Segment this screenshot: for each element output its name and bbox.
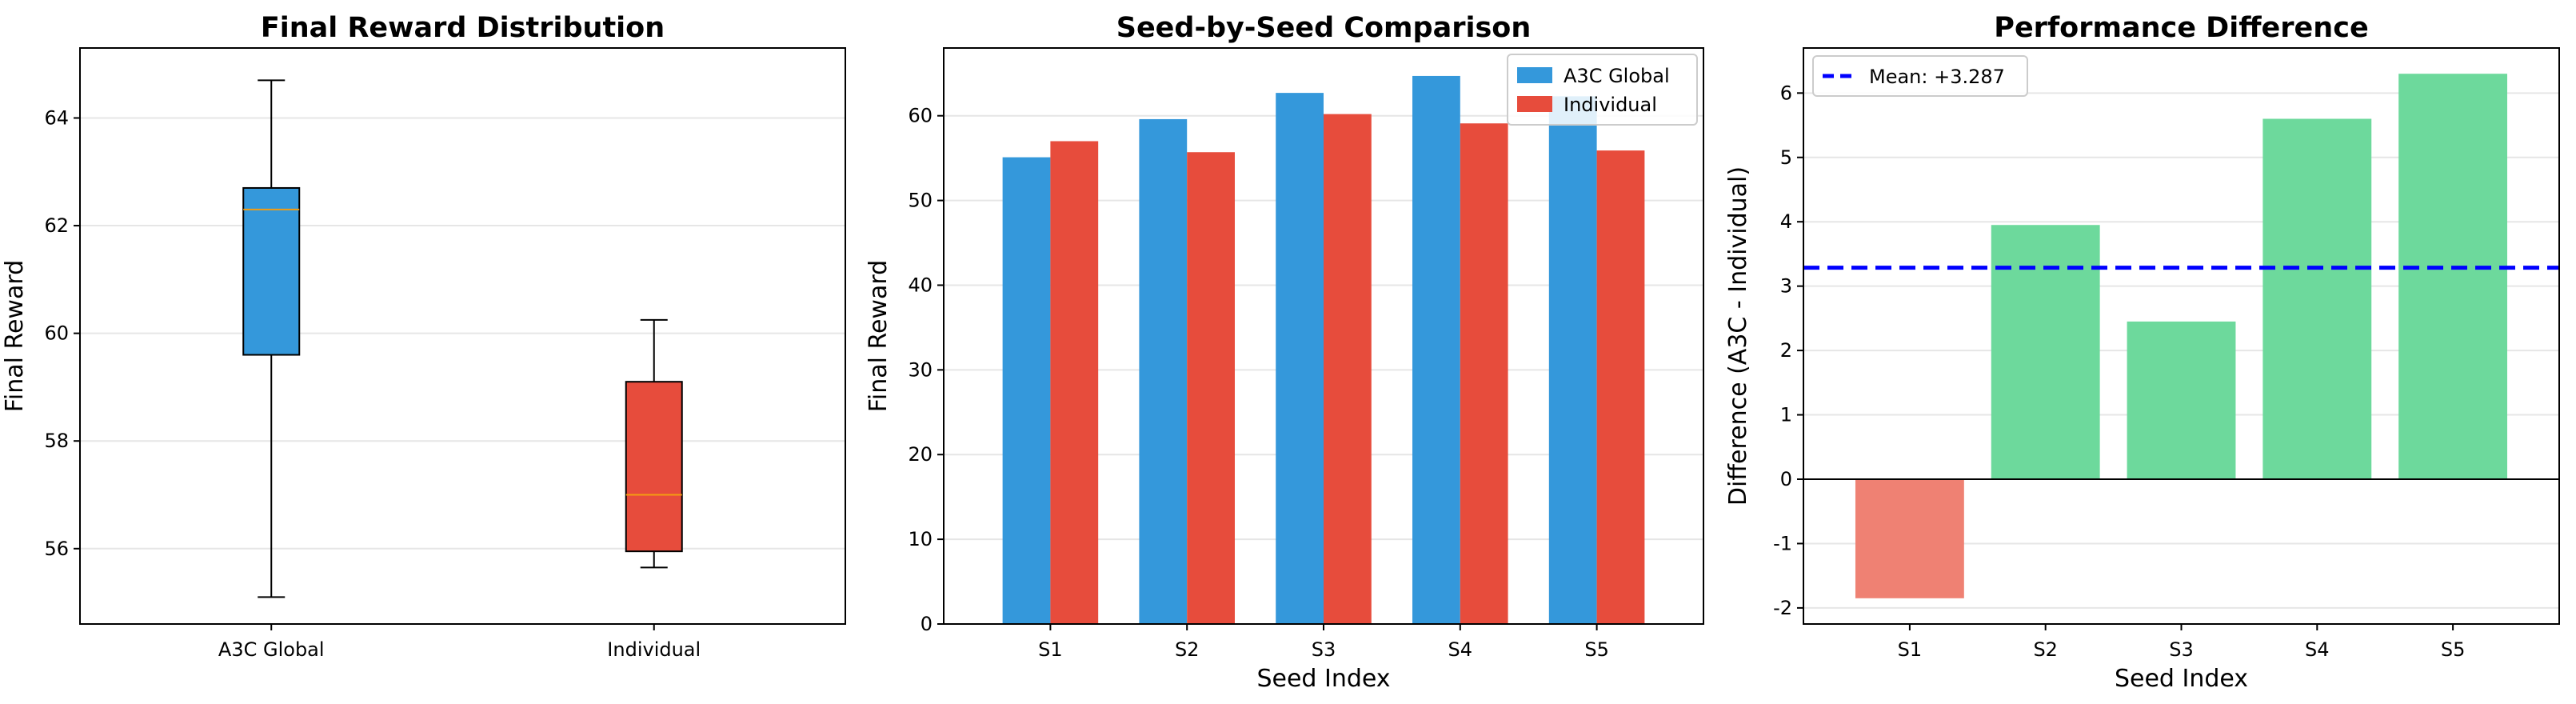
- y-tick-label: 40: [908, 274, 933, 296]
- legend-swatch: [1517, 67, 1552, 83]
- difference-bar: [1991, 225, 2100, 479]
- box-body: [625, 381, 683, 553]
- a3c-global-bar: [1276, 93, 1324, 624]
- individual-bar: [1187, 152, 1235, 624]
- x-tick-label: S4: [1448, 638, 1473, 661]
- plot-frame: [1803, 47, 2560, 625]
- difference-bar-panel: -2 -1 0 1 2 3 4 5 6 Performance Difference Differe…: [1724, 12, 2560, 693]
- legend-swatch: [1517, 96, 1552, 112]
- legend-label: Mean: +3.287: [1869, 66, 2005, 88]
- y-tick-label: 30: [908, 358, 933, 381]
- individual-bar: [1460, 123, 1508, 624]
- individual-bar: [1596, 150, 1645, 624]
- y-tick-label: 56: [44, 538, 69, 560]
- x-tick-label: A3C Global: [218, 638, 325, 661]
- box-individual: [625, 318, 683, 569]
- chart-title: Seed-by-Seed Comparison: [1116, 12, 1532, 44]
- plot-frame: [943, 47, 1704, 625]
- plot-frame: [79, 47, 846, 625]
- x-tick-label: S2: [1175, 638, 1200, 661]
- difference-bar: [2127, 321, 2236, 479]
- grouped-bar-panel: 0 10 20 30 40 50 60 Seed-by-Seed Comparison Fina…: [865, 12, 1704, 693]
- a3c-global-bar: [1139, 118, 1188, 625]
- y-tick-label: -2: [1773, 597, 1792, 619]
- x-tick-label: S4: [2305, 638, 2330, 661]
- a3c-global-bar: [1548, 96, 1597, 624]
- difference-bar: [1855, 478, 1964, 598]
- box-a3c-global: [242, 79, 301, 598]
- y-tick-label: 5: [1780, 146, 1792, 169]
- y-tick-label: 64: [44, 106, 69, 129]
- legend-label: Individual: [1564, 94, 1657, 116]
- legend-label: A3C Global: [1564, 65, 1670, 87]
- legend-box: [1812, 55, 2028, 97]
- x-axis-label: Seed Index: [2115, 665, 2248, 693]
- y-tick-label: 1: [1780, 404, 1792, 426]
- chart-title: Final Reward Distribution: [261, 12, 665, 44]
- y-tick-label: 0: [1780, 468, 1792, 490]
- y-tick-label: 3: [1780, 275, 1792, 298]
- a3c-global-bar: [1002, 157, 1051, 624]
- x-tick-label: S3: [2169, 638, 2194, 661]
- x-tick-label: Individual: [607, 638, 701, 661]
- y-tick-label: 20: [908, 443, 933, 466]
- y-tick-label: 6: [1780, 82, 1792, 104]
- y-axis-label: Difference (A3C - Individual): [1724, 166, 1752, 506]
- box-body: [242, 186, 301, 356]
- y-tick-label: 62: [44, 214, 69, 237]
- y-tick-label: 0: [921, 613, 933, 635]
- y-tick-label: 58: [44, 430, 69, 452]
- y-tick-label: 10: [908, 528, 933, 550]
- y-tick-label: -1: [1773, 532, 1792, 554]
- difference-bar: [2262, 118, 2372, 479]
- y-tick-label: 2: [1780, 339, 1792, 362]
- x-tick-label: S5: [2441, 638, 2466, 661]
- difference-bar: [2398, 74, 2508, 479]
- x-tick-label: S2: [2033, 638, 2058, 661]
- a3c-global-bar: [1412, 75, 1460, 625]
- individual-bar: [1050, 141, 1099, 624]
- legend-box: [1507, 54, 1698, 126]
- y-tick-label: 4: [1780, 210, 1792, 233]
- legend: A3C Global Individual: [1507, 54, 1698, 126]
- individual-bar: [1324, 114, 1372, 624]
- legend: Mean: +3.287: [1812, 55, 2028, 97]
- x-tick-label: S3: [1312, 638, 1336, 661]
- y-axis-label: Final Reward: [1, 260, 29, 412]
- x-tick-label: S5: [1584, 638, 1609, 661]
- y-tick-label: 50: [908, 190, 933, 212]
- x-tick-label: S1: [1038, 638, 1063, 661]
- y-tick-label: 60: [908, 105, 933, 127]
- x-tick-label: S1: [1898, 638, 1923, 661]
- chart-title: Performance Difference: [1994, 12, 2368, 44]
- x-axis-label: Seed Index: [1256, 665, 1390, 693]
- box-plot-panel: 56 58 60 62 64 Final Reward Distribution Final…: [1, 12, 846, 661]
- y-axis-label: Final Reward: [865, 260, 893, 412]
- y-tick-label: 60: [44, 322, 69, 345]
